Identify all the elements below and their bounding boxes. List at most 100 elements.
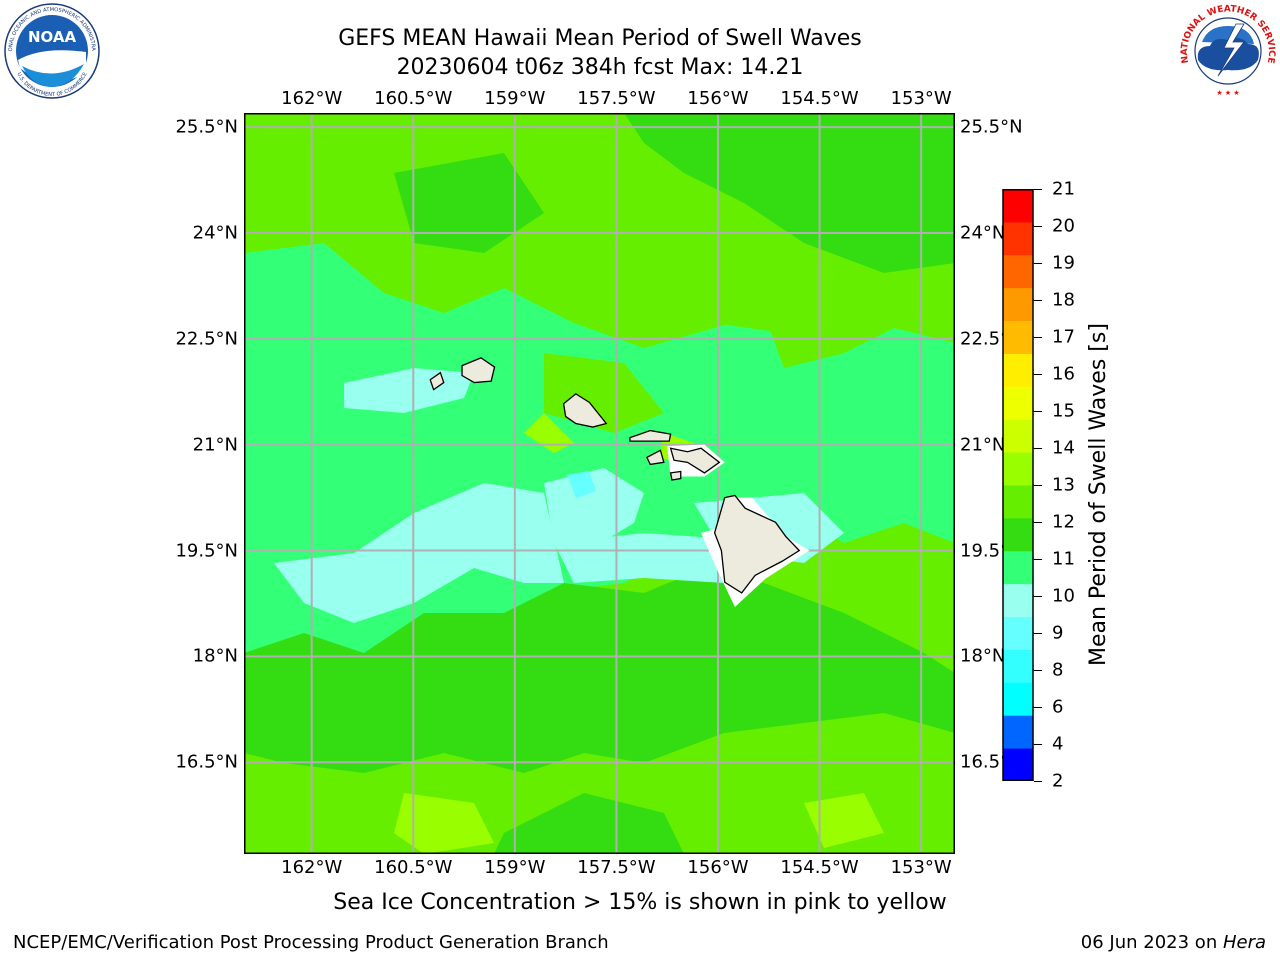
noaa-logo: NOAA NATIONAL OCEANIC AND ATMOSPHERIC AD… <box>2 2 100 99</box>
lat-tick-label-right: 25.5°N <box>960 116 1023 138</box>
island-lanai <box>646 449 665 466</box>
colorbar-tick-mark <box>1034 188 1042 190</box>
lat-tick-label-left: 16.5°N <box>175 751 238 773</box>
lon-tick-label-bottom: 156°W <box>687 857 749 878</box>
colorbar-segment <box>1003 452 1033 486</box>
colorbar-tick-mark <box>1034 447 1042 449</box>
colorbar-tick-label: 13 <box>1052 474 1075 496</box>
lon-tick-label-top: 157.5°W <box>577 88 656 109</box>
colorbar-segment <box>1003 189 1033 223</box>
colorbar-tick-mark <box>1034 780 1042 782</box>
colorbar-segment <box>1003 485 1033 519</box>
island-kauai <box>461 357 496 384</box>
colorbar-segment <box>1003 583 1033 618</box>
swell-period-map <box>244 113 955 854</box>
hawaii-islands <box>429 357 810 607</box>
svg-text:★ ★ ★: ★ ★ ★ <box>1216 89 1239 97</box>
colorbar-segment <box>1003 221 1033 256</box>
lon-tick-label-bottom: 159°W <box>484 857 546 878</box>
colorbar-tick-label: 8 <box>1052 659 1064 681</box>
swell-period-field <box>244 113 955 854</box>
footer-date-text: 06 Jun 2023 on <box>1080 932 1223 953</box>
lon-tick-label-top: 159°W <box>484 88 546 109</box>
map-frame <box>244 113 955 854</box>
colorbar-segment <box>1003 287 1033 322</box>
lat-tick-label-right: 18°N <box>960 645 1006 667</box>
swell-contour-region <box>394 153 544 253</box>
lon-tick-label-top: 156°W <box>687 88 749 109</box>
colorbar-tick-label: 6 <box>1052 696 1064 718</box>
island-oahu <box>562 393 608 428</box>
colorbar-tick-label: 15 <box>1052 400 1075 422</box>
colorbar-tick-mark <box>1034 521 1042 523</box>
colorbar-tick-label: 17 <box>1052 326 1075 348</box>
swell-contour-region <box>244 568 955 773</box>
footer-date: 06 Jun 2023 on Hera <box>1081 932 1266 953</box>
colorbar-segment <box>1003 517 1033 552</box>
lon-tick-label-top: 153°W <box>890 88 952 109</box>
map-subtitle: 20230604 t06z 384h fcst Max: 14.21 <box>396 55 804 80</box>
colorbar-tick-mark <box>1034 262 1042 264</box>
colorbar-segment <box>1003 254 1033 289</box>
colorbar-segment <box>1003 386 1033 420</box>
colorbar-tick-label: 10 <box>1052 585 1075 607</box>
lat-tick-label-left: 19.5°N <box>175 540 238 562</box>
lat-lon-gridlines <box>244 113 955 854</box>
lat-tick-label-left: 21°N <box>192 434 238 456</box>
colorbar-label: Mean Period of Swell Waves [s] <box>1086 323 1111 666</box>
colorbar-segment <box>1003 649 1033 683</box>
lat-tick-label-left: 22.5°N <box>175 328 238 350</box>
colorbar-tick-mark <box>1034 336 1042 338</box>
lon-tick-label-bottom: 162°W <box>281 857 343 878</box>
colorbar-segment <box>1003 419 1033 453</box>
island-big-island <box>713 494 801 594</box>
lat-tick-label-right: 24°N <box>960 222 1006 244</box>
colorbar-segment <box>1003 616 1033 650</box>
colorbar-tick-label: 4 <box>1052 733 1064 755</box>
colorbar-tick-mark <box>1034 373 1042 375</box>
colorbar-tick-mark <box>1034 299 1042 301</box>
colorbar-tick-label: 14 <box>1052 437 1075 459</box>
colorbar-tick-label: 19 <box>1052 252 1075 274</box>
colorbar-tick-label: 20 <box>1052 215 1075 237</box>
colorbar-tick-label: 21 <box>1052 178 1075 200</box>
swell-contour-region <box>394 793 494 854</box>
island-niihau <box>429 371 445 391</box>
island-molokai <box>629 429 672 442</box>
swell-contour-region <box>674 253 804 333</box>
colorbar-tick-label: 18 <box>1052 289 1075 311</box>
island-maui <box>669 447 721 474</box>
island-kahoolawe <box>669 470 682 481</box>
colorbar-segment <box>1003 320 1033 354</box>
colorbar-tick-label: 9 <box>1052 622 1064 644</box>
colorbar <box>1002 189 1034 781</box>
colorbar-tick-mark <box>1034 743 1042 745</box>
colorbar-segment <box>1003 748 1033 781</box>
colorbar-tick-mark <box>1034 410 1042 412</box>
colorbar-segment <box>1003 353 1033 387</box>
swell-contour-region <box>494 793 684 854</box>
lon-tick-label-top: 154.5°W <box>780 88 859 109</box>
swell-contour-region <box>544 468 644 553</box>
footer-credit: NCEP/EMC/Verification Post Processing Pr… <box>13 932 609 953</box>
colorbar-tick-mark <box>1034 558 1042 560</box>
lon-tick-label-bottom: 157.5°W <box>577 857 656 878</box>
lon-tick-label-top: 162°W <box>281 88 343 109</box>
colorbar-tick-mark <box>1034 484 1042 486</box>
swell-contour-region <box>524 413 574 453</box>
colorbar-segment <box>1003 550 1033 585</box>
colorbar-tick-mark <box>1034 632 1042 634</box>
colorbar-tick-mark <box>1034 595 1042 597</box>
colorbar-tick-mark <box>1034 225 1042 227</box>
lon-tick-label-bottom: 154.5°W <box>780 857 859 878</box>
lat-tick-label-right: 21°N <box>960 434 1006 456</box>
lon-tick-label-bottom: 153°W <box>890 857 952 878</box>
colorbar-segment <box>1003 682 1033 716</box>
sea-ice-note: Sea Ice Concentration > 15% is shown in … <box>333 890 947 915</box>
swell-contour-region <box>804 793 884 848</box>
svg-text:NOAA: NOAA <box>28 28 77 46</box>
lat-tick-label-left: 18°N <box>192 645 238 667</box>
lon-tick-label-bottom: 160.5°W <box>374 857 453 878</box>
map-title: GEFS MEAN Hawaii Mean Period of Swell Wa… <box>338 26 862 51</box>
colorbar-segment <box>1003 715 1033 749</box>
